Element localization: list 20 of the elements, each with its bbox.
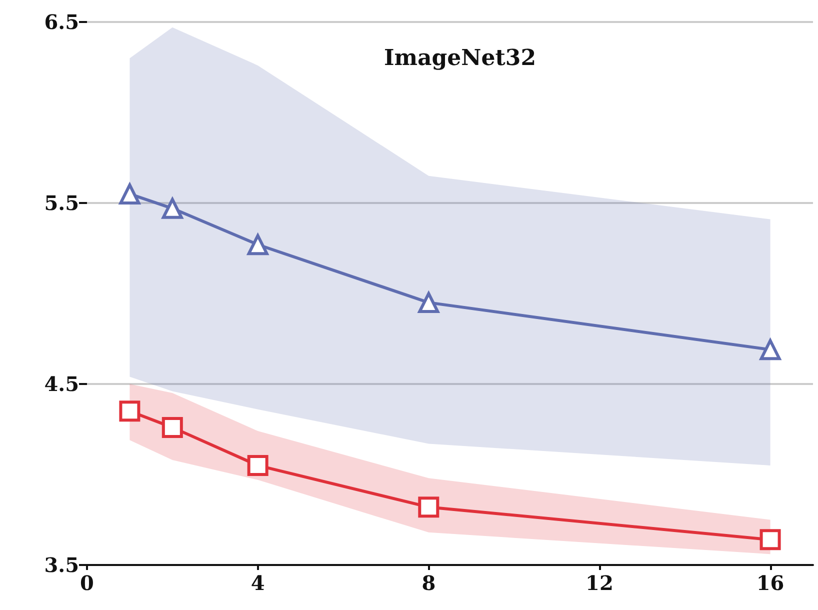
point — [119, 400, 140, 422]
x-tick-label: 12 — [586, 571, 614, 595]
x-tick-label: 8 — [422, 571, 436, 595]
point — [119, 183, 140, 204]
y-tick-label: 5.5 — [44, 191, 79, 215]
point — [162, 416, 183, 438]
point — [247, 454, 268, 476]
text: ImageNet32 — [384, 45, 536, 71]
point — [418, 292, 440, 314]
point — [760, 339, 781, 360]
x-tick-label: 0 — [80, 571, 94, 595]
y-tick-label: 6.5 — [44, 10, 79, 34]
y-tick-label: 4.5 — [44, 372, 79, 396]
point — [418, 496, 440, 518]
point — [162, 198, 183, 219]
point — [760, 529, 781, 550]
y-tick-label: 3.5 — [44, 553, 79, 577]
x-tick-label: 16 — [756, 571, 784, 595]
point — [247, 234, 268, 256]
x-tick-label: 4 — [250, 571, 265, 595]
